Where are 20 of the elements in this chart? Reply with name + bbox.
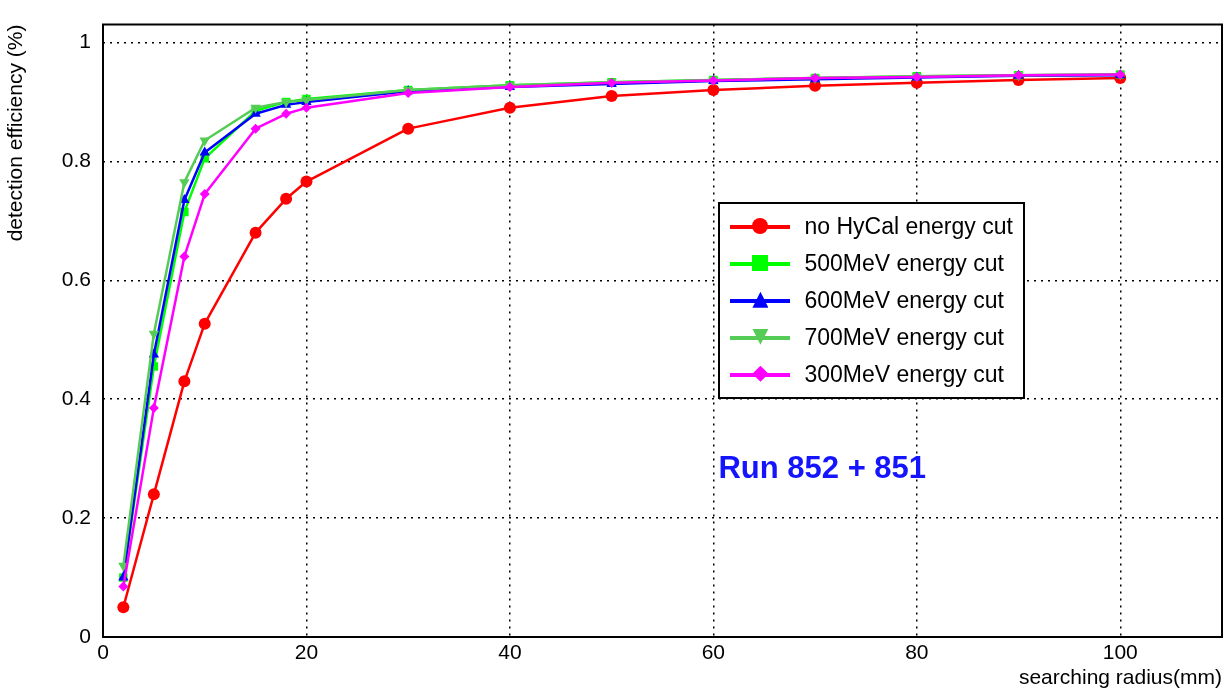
y-tick-label: 1 [79, 29, 91, 53]
legend-label: no HyCal energy cut [804, 213, 1013, 241]
y-tick-label: 0 [79, 623, 91, 647]
x-tick-label: 40 [498, 640, 522, 664]
x-tick-label: 60 [701, 640, 726, 664]
y-tick-label: 0.2 [61, 504, 91, 528]
x-axis-title: searching radius(mm) [1018, 665, 1222, 689]
x-tick-label: 80 [905, 640, 929, 664]
legend-label: 600MeV energy cut [804, 287, 1004, 315]
x-tick-label: 100 [1102, 640, 1138, 664]
x-tick-label: 20 [294, 640, 319, 664]
y-tick-label: 0.6 [61, 267, 91, 291]
annotation: Run 852 + 851 [718, 450, 927, 487]
x-tick-label: 0 [97, 640, 109, 664]
legend-label: 500MeV energy cut [804, 250, 1004, 278]
y-tick-label: 0.8 [61, 148, 91, 172]
y-tick-label: 0.4 [61, 385, 92, 409]
legend-label: 300MeV energy cut [804, 361, 1004, 389]
y-axis-title: detection efficiency (%) [3, 24, 27, 242]
legend-label: 700MeV energy cut [804, 324, 1004, 352]
